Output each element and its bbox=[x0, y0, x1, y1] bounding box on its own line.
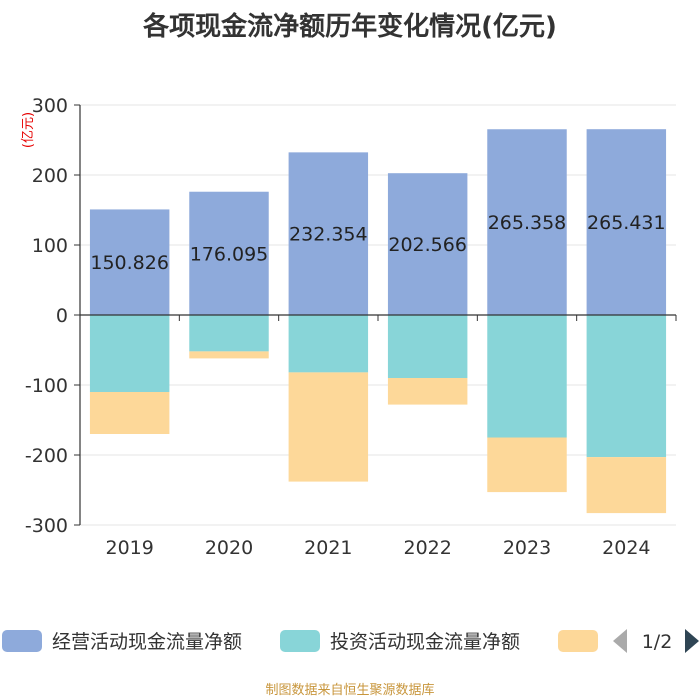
bar-2-2023 bbox=[487, 315, 567, 438]
triangle-left-icon[interactable] bbox=[613, 629, 627, 653]
y-tick-label: 100 bbox=[32, 235, 68, 257]
x-tick-label: 2020 bbox=[205, 537, 253, 559]
bar-value-label: 232.354 bbox=[289, 224, 368, 246]
y-tick-label: 300 bbox=[32, 95, 68, 117]
legend-swatch-2[interactable] bbox=[280, 630, 320, 652]
bar-2-2022 bbox=[387, 315, 468, 378]
bar-1-2020 bbox=[189, 191, 269, 315]
bar-1-2024 bbox=[586, 129, 667, 315]
y-tick-label: 200 bbox=[32, 165, 68, 187]
bar-value-label: 265.358 bbox=[488, 212, 567, 234]
y-tick-label: -300 bbox=[25, 515, 68, 537]
bar-1-2022 bbox=[387, 173, 468, 315]
bar-value-label: 150.826 bbox=[90, 252, 169, 274]
y-tick-label: -100 bbox=[25, 375, 68, 397]
chart-title: 各项现金流净额历年变化情况(亿元) bbox=[142, 11, 557, 42]
bar-1-2019 bbox=[89, 209, 170, 315]
bar-3-2024 bbox=[586, 457, 667, 514]
legend-swatch-1[interactable] bbox=[2, 630, 42, 652]
y-tick-label: -200 bbox=[25, 445, 68, 467]
bar-3-2023 bbox=[487, 437, 567, 493]
triangle-right-icon[interactable] bbox=[685, 629, 699, 653]
bar-3-2020 bbox=[189, 351, 269, 359]
bar-value-label: 176.095 bbox=[190, 243, 269, 265]
x-tick-label: 2023 bbox=[503, 537, 551, 559]
bar-labels: 150.826 176.095 232.354 202.566 265.358 265.4… bbox=[90, 212, 665, 274]
bar-3-2021 bbox=[288, 372, 369, 482]
bar-3-2022 bbox=[387, 378, 468, 405]
bar-1-2023 bbox=[487, 129, 567, 315]
x-tick-label: 2024 bbox=[602, 537, 650, 559]
bar-1-2021 bbox=[288, 152, 369, 315]
bar-value-label: 265.431 bbox=[587, 212, 666, 234]
y-axis-unit: (亿元) bbox=[21, 112, 36, 148]
bar-value-label: 202.566 bbox=[388, 234, 467, 256]
legend-label-2[interactable]: 投资活动现金流量净额 bbox=[330, 631, 520, 653]
bar-2-2024 bbox=[586, 315, 667, 458]
bar-3-2019 bbox=[89, 392, 170, 434]
bars bbox=[89, 129, 667, 514]
source-note: 制图数据来自恒生聚源数据库 bbox=[265, 682, 434, 698]
legend: 经营活动现金流量净额 投资活动现金流量净额 1/2 bbox=[2, 629, 699, 653]
x-tick-label: 2021 bbox=[304, 537, 352, 559]
legend-page-indicator: 1/2 bbox=[642, 631, 673, 653]
x-tick-label: 2022 bbox=[403, 537, 451, 559]
bar-2-2021 bbox=[288, 315, 369, 373]
x-tick-label: 2019 bbox=[105, 537, 153, 559]
y-tick-label: 0 bbox=[56, 305, 68, 327]
legend-swatch-3[interactable] bbox=[558, 630, 598, 652]
axes: 300 200 100 0 -100 -200 -300 2019 2020 2021 2022 20… bbox=[25, 95, 677, 559]
bar-2-2020 bbox=[189, 315, 269, 352]
bar-2-2019 bbox=[89, 315, 170, 392]
legend-label-1[interactable]: 经营活动现金流量净额 bbox=[52, 631, 242, 653]
